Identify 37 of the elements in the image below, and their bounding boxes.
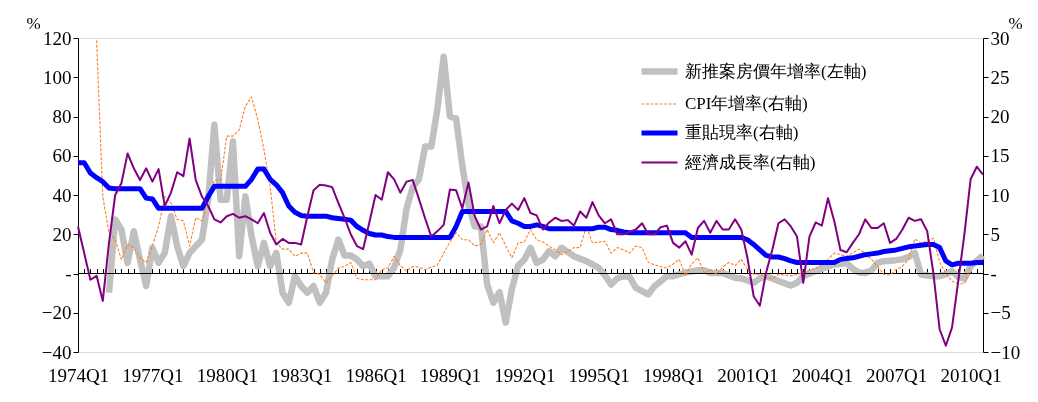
y2-tick-label: 15 <box>990 145 1010 167</box>
y-tick-label: 120 <box>43 27 72 49</box>
x-tick-label: 2004Q1 <box>791 364 853 386</box>
x-tick-label: 1989Q1 <box>419 364 482 386</box>
y-tick-label: −20 <box>41 302 72 324</box>
x-tick-label: 2010Q1 <box>940 364 1002 386</box>
legend-label: 新推案房價年增率(左軸) <box>685 61 867 81</box>
legend-label: 重貼現率(右軸) <box>685 123 799 142</box>
x-tick-label: 1980Q1 <box>196 364 258 386</box>
y-tick-label: - <box>65 263 72 284</box>
y-tick-label: 100 <box>43 66 72 88</box>
y2-tick-label: 20 <box>990 106 1010 127</box>
y-tick-label: 60 <box>52 145 72 167</box>
y2-tick-label: 10 <box>990 184 1010 206</box>
x-tick-label: 2007Q1 <box>866 364 928 386</box>
y2-tick-label: 25 <box>990 66 1010 88</box>
x-tick-label: 1986Q1 <box>345 364 407 386</box>
y2-tick-label: 5 <box>990 223 1000 245</box>
x-tick-label: 1974Q1 <box>47 364 110 386</box>
x-tick-label: 1992Q1 <box>494 364 556 386</box>
x-tick-label: 1977Q1 <box>122 364 184 386</box>
y-axis-title: % <box>26 13 41 33</box>
x-tick-label: 1995Q1 <box>568 364 630 386</box>
legend-label: 經濟成長率(右軸) <box>684 152 816 172</box>
y2-axis-title: % <box>1008 13 1023 33</box>
y-tick-label: −40 <box>41 341 72 363</box>
legend-label: CPI年增率(右軸) <box>685 94 808 113</box>
y2-tick-label: 30 <box>990 27 1010 49</box>
y2-tick-label: −5 <box>990 302 1011 324</box>
x-tick-label: 1998Q1 <box>642 364 705 386</box>
y-tick-label: 20 <box>52 223 72 245</box>
y-tick-label: 80 <box>52 106 72 127</box>
y2-tick-label: −10 <box>990 341 1021 363</box>
x-tick-label: 2001Q1 <box>717 364 779 386</box>
x-tick-label: 1983Q1 <box>271 364 333 386</box>
y2-tick-label: - <box>990 263 997 284</box>
y-tick-label: 40 <box>52 184 72 206</box>
